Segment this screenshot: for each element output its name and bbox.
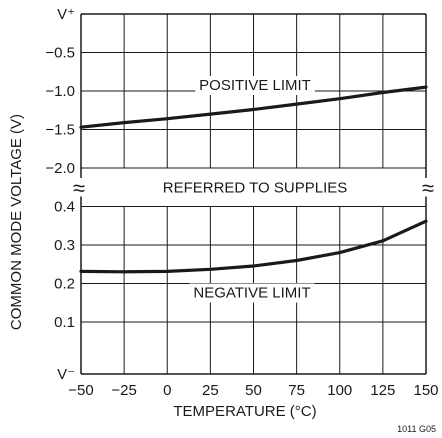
figure-id: 1011 G05 — [397, 424, 436, 434]
x-tick-label: 50 — [245, 382, 262, 399]
series-lines — [79, 85, 428, 274]
negative-limit-label: NEGATIVE LIMIT — [193, 285, 310, 302]
y-tick-label: 0.3 — [54, 237, 75, 254]
y-tick-label: −0.5 — [45, 45, 75, 62]
x-axis-title: TEMPERATURE (°C) — [173, 403, 316, 420]
annotations: POSITIVE LIMIT NEGATIVE LIMIT REFERRED TO … — [73, 76, 434, 303]
x-tick-labels: −50 −25 0 25 50 75 100 125 150 — [68, 382, 438, 399]
y-tick-label: −1.0 — [45, 83, 75, 100]
positive-limit-line — [79, 85, 428, 129]
y-tick-label: −2.0 — [45, 160, 75, 177]
y-axis-title: COMMON MODE VOLTAGE (V) — [8, 114, 25, 330]
x-tick-label: −25 — [111, 382, 136, 399]
positive-limit-label: POSITIVE LIMIT — [199, 77, 311, 94]
positive-limit-label-group: POSITIVE LIMIT — [195, 76, 315, 95]
plot-frame — [80, 13, 427, 375]
referred-to-supplies-label: REFERRED TO SUPPLIES — [163, 179, 348, 196]
negative-limit-label-bg — [189, 283, 315, 303]
x-tick-label: 125 — [370, 382, 395, 399]
x-tick-label: 25 — [202, 382, 219, 399]
y-tick-label: V⁺ — [57, 6, 75, 23]
x-tick-label: 75 — [288, 382, 305, 399]
x-tick-label: 150 — [413, 382, 438, 399]
break-mark-left: ≈ — [73, 175, 85, 200]
y-tick-labels: V⁺ −0.5 −1.0 −1.5 −2.0 0.4 0.3 0.2 0.1 V⁻ — [45, 6, 75, 383]
y-tick-label: 0.2 — [54, 276, 75, 293]
positive-limit-label-bg — [195, 76, 315, 95]
negative-limit-label-group: NEGATIVE LIMIT — [189, 283, 315, 303]
x-tick-label: −50 — [68, 382, 93, 399]
y-tick-label: V⁻ — [57, 366, 75, 383]
y-tick-label: 0.4 — [54, 199, 75, 216]
negative-limit-line — [79, 219, 428, 274]
y-tick-label: 0.1 — [54, 314, 75, 331]
break-mark-right: ≈ — [422, 175, 434, 200]
x-tick-label: 100 — [327, 382, 352, 399]
x-tick-label: 0 — [163, 382, 171, 399]
y-tick-label: −1.5 — [45, 122, 75, 139]
